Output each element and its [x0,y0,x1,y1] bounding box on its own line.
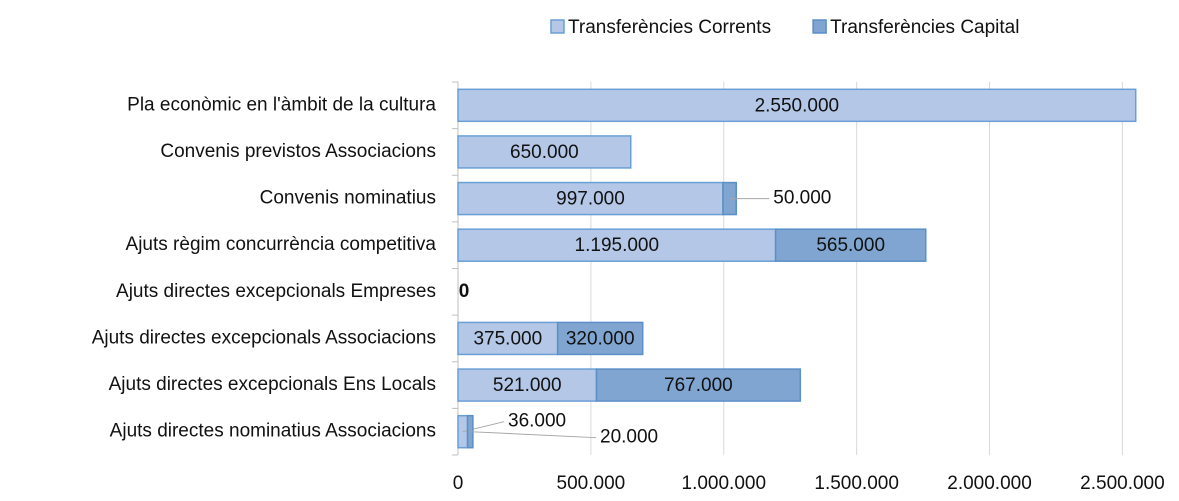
y-tick-label: Convenis previstos Associacions [160,141,436,162]
data-label: 36.000 [508,411,566,432]
data-label: 650.000 [510,142,579,163]
x-tick-label: 1.500.000 [814,473,899,494]
y-tick-label: Pla econòmic en l'àmbit de la cultura [127,94,436,115]
bar [595,368,802,402]
y-tick-label: Ajuts directes excepcionals Ens Locals [109,374,436,395]
data-label: 320.000 [566,328,635,349]
data-label: 0 [459,281,470,302]
bar [457,135,632,169]
bar [457,181,724,216]
y-tick-label: Convenis nominatius [260,188,436,209]
x-tick-label: 0 [453,473,464,494]
y-tick-label: Ajuts règim concurrència competitiva [126,234,437,255]
legend-swatch [550,19,565,34]
data-label: 997.000 [556,189,625,210]
y-tick-label: Ajuts directes excepcionals Empreses [116,281,436,302]
data-label: 375.000 [473,328,542,349]
bar [457,368,598,402]
legend-swatch [812,19,827,34]
data-label: 50.000 [773,188,831,209]
data-label: 565.000 [816,235,885,256]
x-tick-label: 2.500.000 [1080,473,1165,494]
bar [457,88,1137,123]
y-tick-label: Ajuts directes excepcionals Associacions [92,327,436,348]
bar [457,321,559,356]
data-label: 2.550.000 [755,95,840,116]
legend-label: Transferències Capital [830,17,1019,38]
bar [774,228,927,262]
legend-label: Transferències Corrents [568,17,771,38]
bar [556,321,644,356]
bar [457,228,777,262]
x-tick-label: 2.000.000 [947,473,1032,494]
x-tick-label: 1.000.000 [682,473,767,494]
leader-line [470,431,597,439]
data-label: 1.195.000 [575,235,660,256]
data-label: 20.000 [600,427,658,448]
y-tick-label: Ajuts directes nominatius Associacions [110,421,436,442]
x-tick-label: 500.000 [557,473,626,494]
data-label: 767.000 [664,375,733,396]
data-label: 521.000 [493,375,562,396]
